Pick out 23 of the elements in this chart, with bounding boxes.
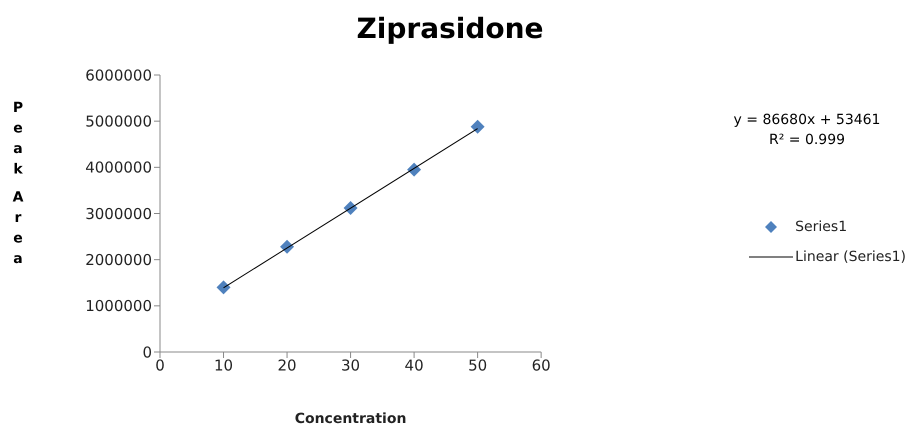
point [470, 120, 485, 134]
x-tick-label: 40 [404, 356, 424, 375]
text: y = 86680x + 53461 [732, 111, 882, 130]
y-tick-label: 5000000 [85, 112, 152, 130]
x-tick-label: 20 [278, 356, 297, 375]
point [216, 280, 231, 294]
y-tick-label: 1000000 [85, 297, 152, 316]
y-axis-title: Peak Area [12, 100, 24, 267]
text: R² = 0.999 [768, 131, 846, 150]
x-tick-label: 60 [532, 356, 551, 375]
y-tick-label: 4000000 [85, 158, 152, 177]
x-tick-label: 0 [155, 356, 165, 375]
y-tick-label: 0 [142, 343, 152, 362]
legend-label: Linear (Series1) [795, 249, 906, 265]
chart-title: Ziprasidone [355, 12, 545, 45]
x-tick-label: 30 [341, 356, 360, 375]
legend-label: Series1 [795, 219, 848, 235]
x-tick-label: 50 [468, 356, 488, 375]
y-tick-label: 2000000 [85, 250, 152, 269]
x-tick-label: 10 [214, 356, 234, 375]
y-tick-label: 6000000 [85, 66, 152, 84]
y-tick-label: 3000000 [85, 204, 152, 223]
x-axis-title: Concentration [294, 411, 406, 425]
